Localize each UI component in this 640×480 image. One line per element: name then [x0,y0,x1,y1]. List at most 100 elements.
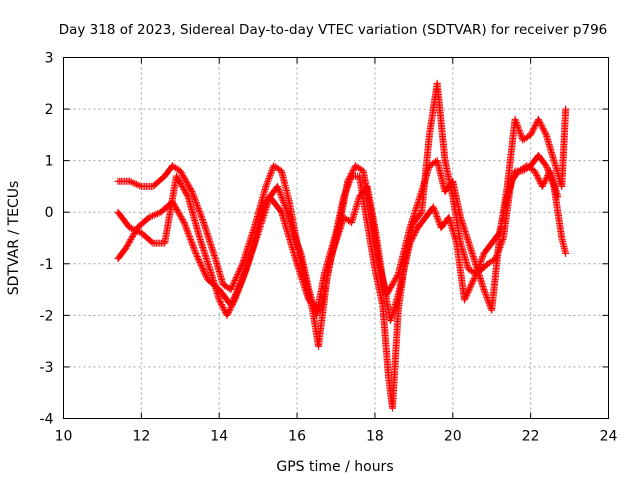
data-point [431,208,439,216]
data-point [346,175,354,183]
data-point [539,181,547,189]
data-point [539,125,547,133]
data-point [199,217,207,225]
data-point [496,242,504,250]
data-point [435,217,443,225]
data-point [195,257,203,265]
data-point [184,229,192,237]
data-point [193,202,201,210]
data-point [562,105,570,113]
data-point [530,125,538,133]
data-point [417,210,425,218]
data-point [537,120,545,128]
data-point [129,231,137,239]
data-point [172,172,180,180]
data-point [223,311,231,319]
data-point [541,129,549,137]
data-point [181,176,189,184]
x-tick-label: 20 [444,429,462,445]
data-point [227,301,235,309]
data-point [281,201,289,209]
data-point [535,117,543,125]
data-point [527,131,535,139]
data-point [389,279,397,287]
data-point [173,205,181,213]
data-point [187,237,195,245]
data-point [126,177,134,185]
data-point [123,241,131,249]
data-point [192,249,200,257]
data-point [190,245,198,253]
data-point [266,171,274,179]
data-point [153,210,161,218]
data-point [512,117,520,125]
data-point [215,296,223,304]
data-point [176,211,184,219]
data-point [179,184,187,192]
y-tick-label: -2 [40,308,54,324]
data-point [176,167,184,175]
data-point [191,197,199,205]
data-point [219,304,227,312]
data-point [197,260,205,268]
data-point [343,185,351,193]
data-point [169,199,177,207]
data-point [175,210,183,218]
data-point [528,128,536,136]
data-point [294,242,302,250]
data-point [267,170,275,178]
data-point [216,297,224,305]
data-point [531,167,539,175]
data-point [132,180,140,188]
data-point [296,246,304,254]
data-point [148,238,156,246]
data-point [197,211,205,219]
data-point [176,178,184,186]
data-point [230,280,238,288]
data-point [201,269,209,277]
data-point [532,170,540,178]
data-point [195,256,203,264]
data-point [198,263,206,271]
data-point [191,195,199,203]
data-point [189,242,197,250]
data-point [228,283,236,291]
data-point [542,175,550,183]
data-point [185,183,193,191]
data-point [200,268,208,276]
data-point [340,193,348,201]
data-point [264,178,272,186]
data-point [181,222,189,230]
data-point [468,279,476,287]
data-point [195,206,203,214]
y-axis-label: SDTVAR / TECUs [6,181,22,296]
data-point [231,276,239,284]
data-point [275,187,283,195]
data-point [495,245,503,253]
data-point [145,213,153,221]
data-point [184,228,192,236]
data-point [136,182,144,190]
data-point [177,181,185,189]
data-point [280,200,288,208]
data-point [406,239,414,247]
data-point [293,240,301,248]
data-point [124,240,132,248]
data-point [498,237,506,245]
data-point [531,123,539,131]
data-point [183,226,191,234]
data-point [180,219,188,227]
data-point [193,200,201,208]
data-point [481,287,489,295]
data-point [125,238,133,246]
data-point [237,278,245,286]
data-point [277,192,285,200]
data-point [410,231,418,239]
data-point [175,177,183,185]
data-point [292,237,300,245]
data-point [412,227,420,235]
data-point [181,187,189,195]
data-point [148,212,156,220]
data-point [513,122,521,130]
